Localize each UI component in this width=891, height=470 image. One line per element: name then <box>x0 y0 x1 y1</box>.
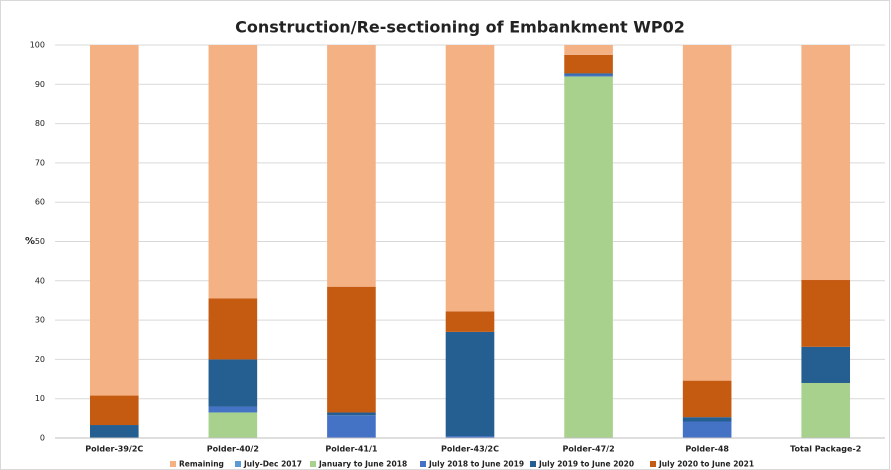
bar-segment <box>208 406 258 413</box>
legend-label: July-Dec 2017 <box>243 460 302 469</box>
bar-segment <box>801 45 851 281</box>
bar-segment <box>208 298 258 360</box>
bar-segment <box>445 45 495 312</box>
bar-segment <box>682 417 732 422</box>
bar-segment <box>89 395 139 426</box>
x-tick-label: Polder-39/2C <box>85 445 143 454</box>
bar-segment <box>801 280 851 347</box>
bar-segment <box>208 45 258 299</box>
bar-segment <box>564 76 613 438</box>
x-tick-label: Polder-40/2 <box>207 445 259 454</box>
legend-swatch <box>530 461 536 467</box>
bar-segment <box>801 346 851 383</box>
bar-segment <box>564 74 613 77</box>
x-tick-label: Total Package-2 <box>790 445 861 454</box>
y-tick-label: 40 <box>35 276 45 285</box>
y-tick-label: 90 <box>35 80 45 89</box>
legend-swatch <box>170 461 176 467</box>
bar-segment <box>445 436 495 438</box>
x-tick-label: Polder-43/2C <box>441 445 499 454</box>
y-tick-label: 60 <box>35 198 45 207</box>
y-tick-label: 10 <box>35 394 45 403</box>
x-tick-label: Polder-48 <box>685 445 729 454</box>
bar-segment <box>327 286 376 413</box>
bar-segment <box>682 380 732 418</box>
bar-segment <box>564 45 613 55</box>
bar-segment <box>445 311 495 332</box>
bar-segment <box>208 412 258 438</box>
bar-segment <box>682 421 732 438</box>
y-tick-label: 80 <box>35 119 45 128</box>
bar-segment <box>801 382 851 438</box>
y-tick-label: 30 <box>35 316 45 325</box>
legend-swatch <box>650 461 656 467</box>
bar-segment <box>445 331 495 437</box>
y-tick-label: 20 <box>35 355 45 364</box>
bar-segment <box>564 73 613 75</box>
chart-title: Construction/Re-sectioning of Embankment… <box>235 18 685 37</box>
y-tick-label: 100 <box>30 41 45 50</box>
y-tick-label: 70 <box>35 158 45 167</box>
bar-segment <box>327 415 376 438</box>
x-tick-label: Polder-47/2 <box>563 445 615 454</box>
legend-label: Remaining <box>179 460 224 469</box>
y-tick-label: 0 <box>40 434 45 443</box>
legend-label: July 2018 to June 2019 <box>428 460 524 469</box>
legend-swatch <box>420 461 426 467</box>
legend-swatch <box>235 461 241 467</box>
y-tick-label: 50 <box>35 237 45 246</box>
bar-segment <box>208 359 258 407</box>
legend-label: January to June 2018 <box>318 460 407 469</box>
x-tick-label: Polder-41/1 <box>325 445 378 454</box>
y-axis-label: % <box>25 236 35 247</box>
bar-segment <box>89 45 139 396</box>
bar-segment <box>89 425 139 438</box>
legend-swatch <box>310 461 316 467</box>
bar-segment <box>327 45 376 287</box>
bar-segment <box>327 412 376 416</box>
legend-label: July 2019 to June 2020 <box>538 460 634 469</box>
bar-segment <box>564 54 613 74</box>
legend-label: July 2020 to June 2021 <box>658 460 754 469</box>
bar-segment <box>682 45 732 381</box>
